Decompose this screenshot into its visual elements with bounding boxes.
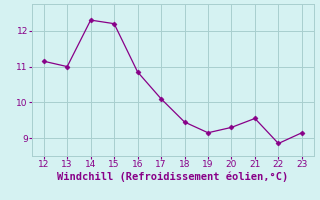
X-axis label: Windchill (Refroidissement éolien,°C): Windchill (Refroidissement éolien,°C) bbox=[57, 172, 288, 182]
